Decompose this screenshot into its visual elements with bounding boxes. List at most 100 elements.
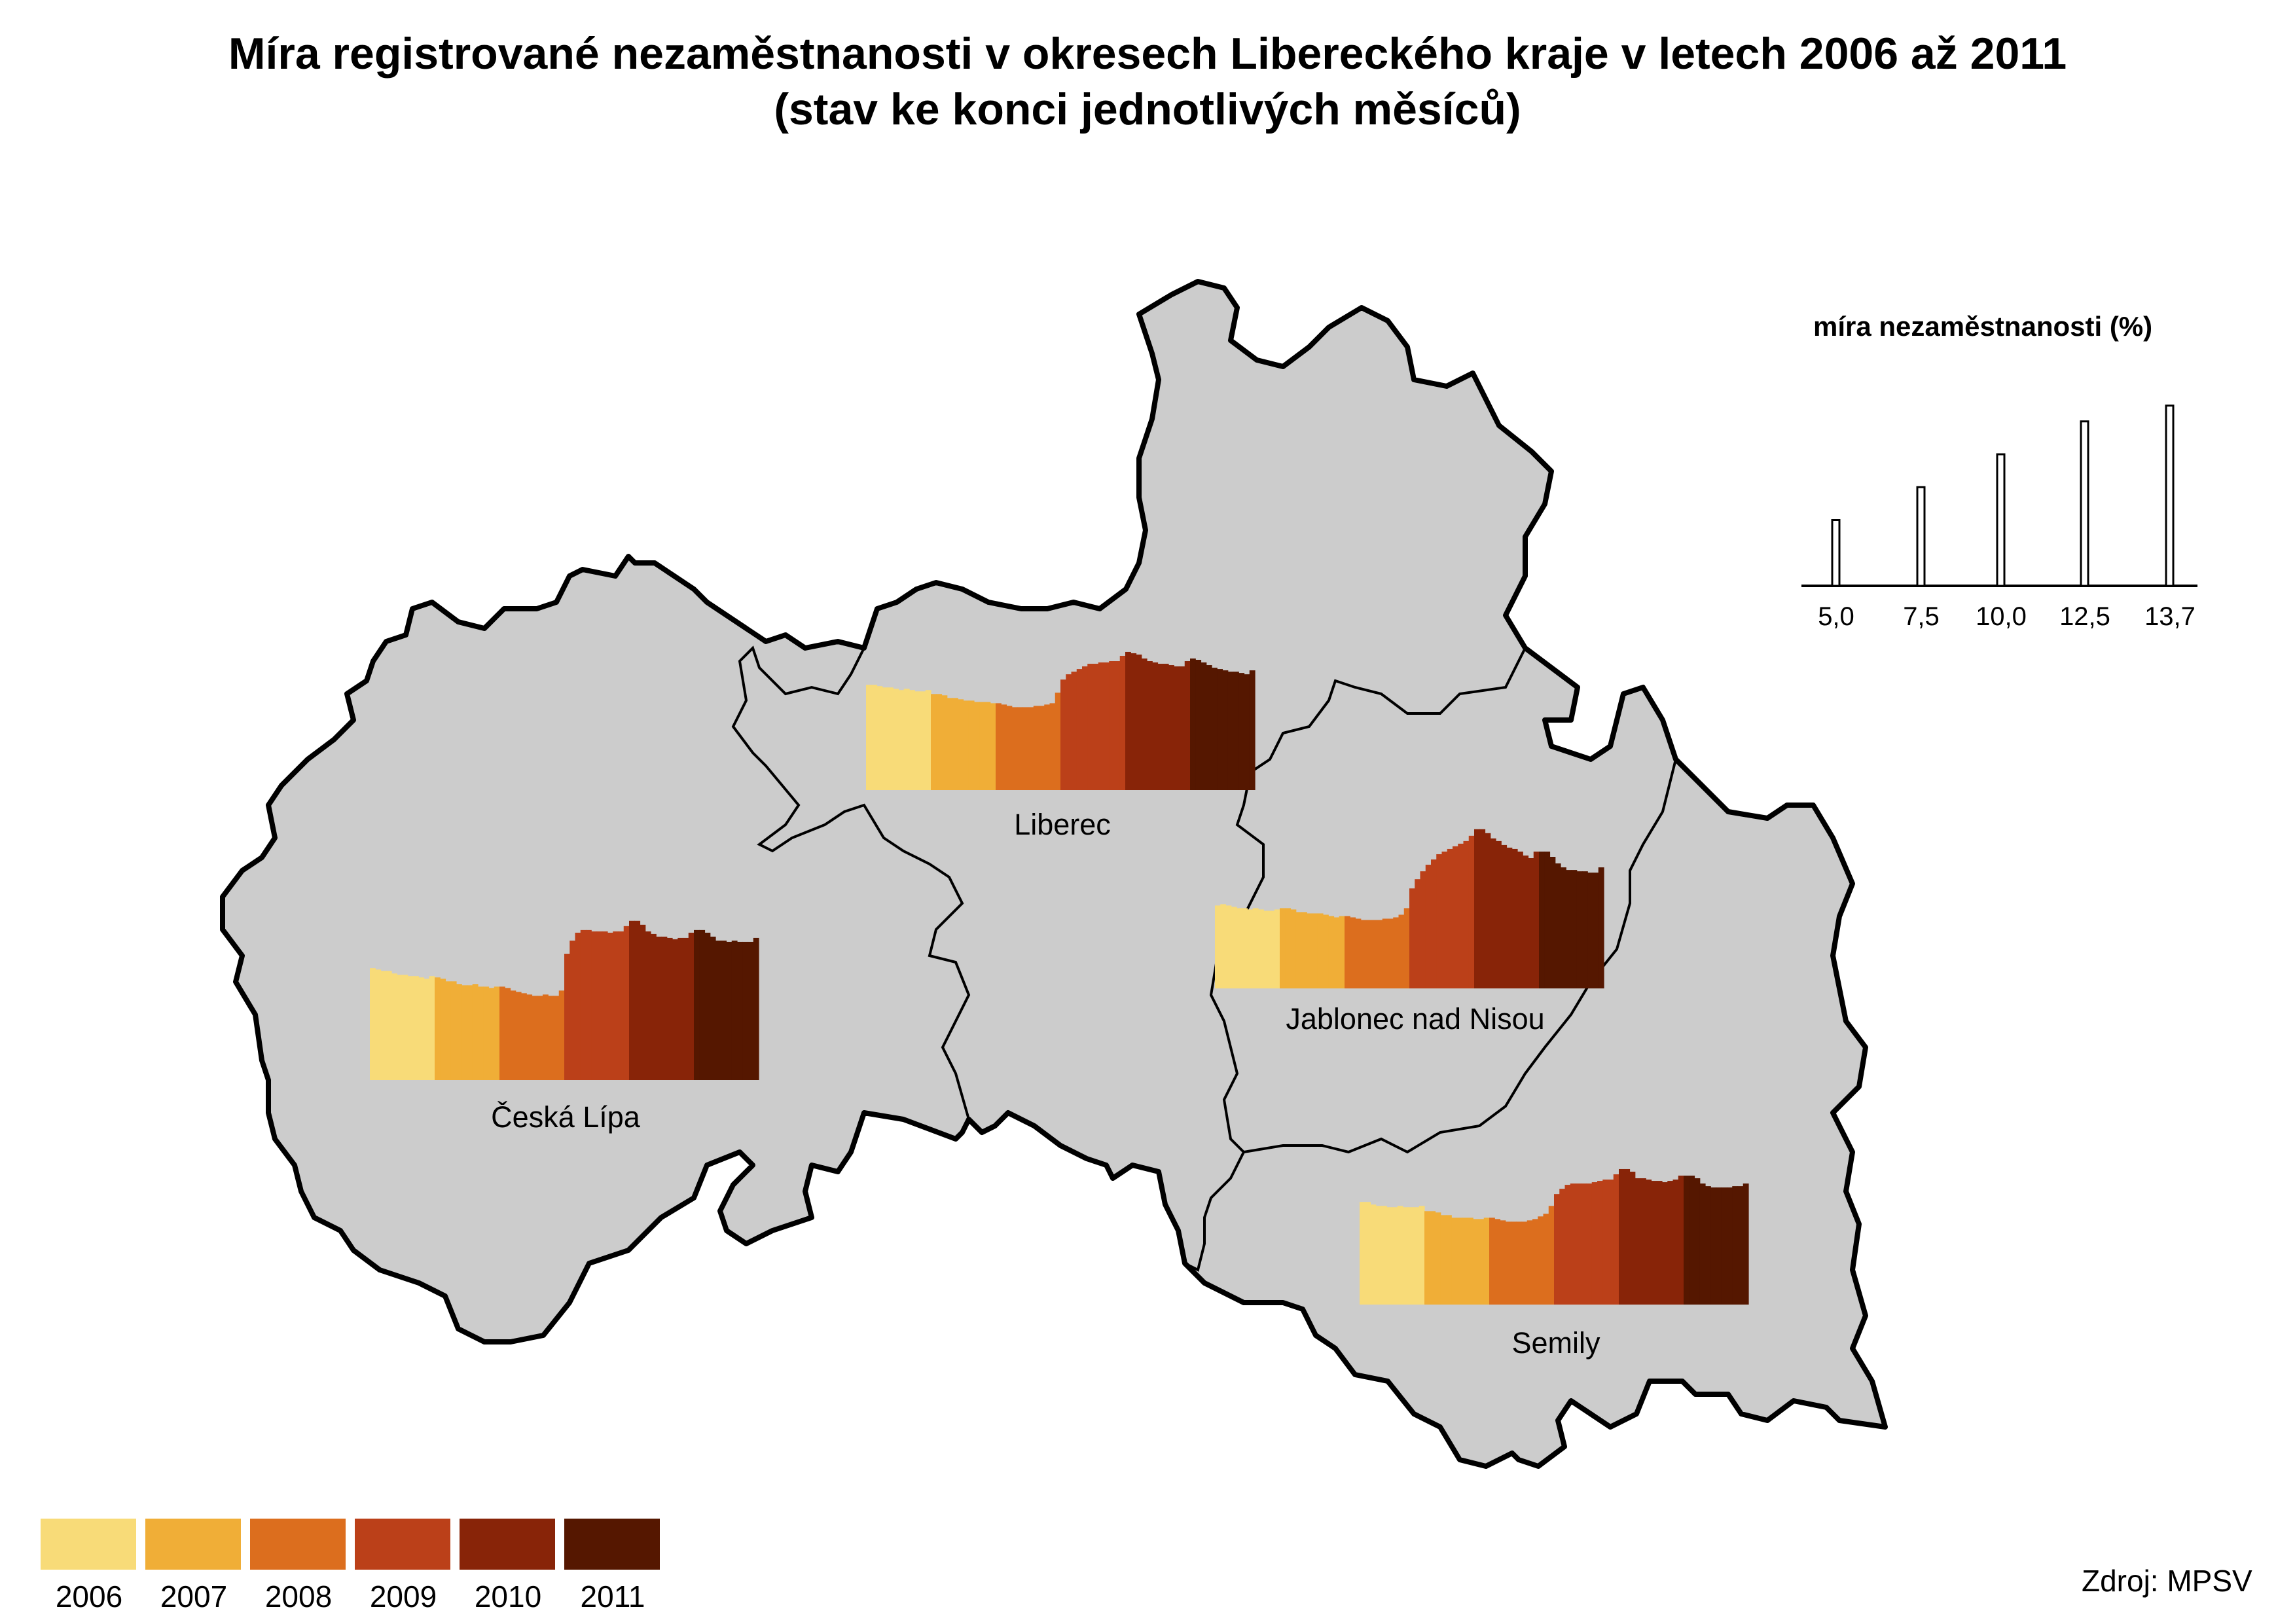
bar-2009-m5 xyxy=(1431,859,1437,988)
bar-2008-m4 xyxy=(515,992,522,1080)
bar-2007-m8 xyxy=(968,700,975,790)
bar-2010-m4 xyxy=(1490,838,1496,988)
legend-item-2010: 2010 xyxy=(460,1519,556,1614)
bar-2009-m1 xyxy=(1060,679,1066,790)
bar-2010-m10 xyxy=(678,937,684,1080)
bar-2007-m9 xyxy=(1468,1218,1473,1305)
bar-2010-m3 xyxy=(640,924,646,1080)
bar-2010-m10 xyxy=(1667,1181,1674,1305)
scale-tick-label: 7,5 xyxy=(1903,602,1940,631)
bar-2011-m4 xyxy=(710,936,716,1080)
bar-2006-m3 xyxy=(1225,905,1232,988)
bar-2006-m5 xyxy=(1381,1206,1387,1305)
district-chart-česká-lípa xyxy=(370,920,759,1080)
bar-2008-m8 xyxy=(1033,706,1039,790)
bar-2008-m3 xyxy=(1006,706,1013,790)
bar-2010-m3 xyxy=(1629,1171,1636,1305)
district-boundary-jablonec-semily xyxy=(1243,759,1677,1154)
bar-2011-m9 xyxy=(1582,871,1588,988)
bar-2011-m5 xyxy=(715,940,721,1080)
bar-2011-m8 xyxy=(731,940,738,1080)
bar-2008-m3 xyxy=(1355,918,1362,988)
bar-2006-m10 xyxy=(914,691,921,790)
bar-2007-m12 xyxy=(494,986,500,1080)
bar-2008-m3 xyxy=(510,990,516,1080)
bar-2009-m4 xyxy=(1425,865,1432,988)
bar-2008-m11 xyxy=(553,996,560,1080)
bar-2006-m3 xyxy=(1370,1204,1377,1305)
bar-2006-m9 xyxy=(413,976,419,1080)
bar-2009-m6 xyxy=(1436,854,1443,988)
bar-2007-m7 xyxy=(1312,913,1318,988)
bar-2006-m12 xyxy=(429,976,435,1080)
bar-2008-m12 xyxy=(1548,1206,1555,1305)
bar-2011-m8 xyxy=(1576,871,1583,988)
bar-2011-m11 xyxy=(1737,1186,1744,1305)
bar-2010-m11 xyxy=(683,937,689,1080)
bar-2006-m3 xyxy=(876,686,883,790)
district-label-ceska-lipa: Česká Lípa xyxy=(491,1100,641,1134)
bar-2009-m12 xyxy=(1468,835,1475,988)
legend-item-2007: 2007 xyxy=(145,1519,242,1614)
scale-bar-10,0 xyxy=(1996,453,2006,587)
legend-swatch xyxy=(145,1519,241,1570)
bar-2009-m7 xyxy=(1586,1183,1593,1305)
legend-item-2008: 2008 xyxy=(250,1519,347,1614)
bar-2008-m11 xyxy=(1543,1214,1549,1305)
bar-2007-m1 xyxy=(1424,1211,1430,1305)
bar-2009-m3 xyxy=(1071,672,1077,790)
bar-2010-m5 xyxy=(1496,840,1502,988)
bar-2006-m1 xyxy=(866,685,872,790)
bar-2007-m8 xyxy=(1317,913,1324,988)
bar-2006-m5 xyxy=(391,973,397,1080)
bar-2007-m6 xyxy=(461,985,468,1080)
bar-2010-m7 xyxy=(1651,1181,1657,1305)
bar-2010-m12 xyxy=(688,932,695,1080)
bar-2008-m12 xyxy=(1055,693,1061,790)
bar-2008-m12 xyxy=(1403,908,1410,988)
bar-2007-m1 xyxy=(931,694,937,790)
bar-2010-m1 xyxy=(629,920,635,1080)
source-note: Zdroj: MPSV xyxy=(2082,1564,2252,1598)
bar-2009-m12 xyxy=(1613,1174,1619,1305)
scale-tick-label: 5,0 xyxy=(1818,602,1854,631)
bar-2008-m1 xyxy=(1345,916,1350,988)
bar-2011-m8 xyxy=(1721,1187,1727,1305)
bar-2010-m6 xyxy=(656,936,662,1080)
bar-2008-m2 xyxy=(1350,917,1356,988)
bar-2007-m7 xyxy=(1456,1218,1463,1305)
bar-2007-m7 xyxy=(963,700,969,790)
bar-2010-m7 xyxy=(661,936,668,1080)
bar-2007-m3 xyxy=(1435,1212,1441,1305)
bar-2010-m8 xyxy=(1656,1181,1663,1305)
bar-2011-m10 xyxy=(742,941,749,1080)
legend-item-2009: 2009 xyxy=(355,1519,452,1614)
bar-2011-m5 xyxy=(1561,867,1566,988)
bar-2007-m5 xyxy=(1446,1215,1452,1305)
bar-2009-m8 xyxy=(1591,1182,1598,1305)
bar-2006-m1 xyxy=(1360,1202,1365,1305)
bar-2010-m8 xyxy=(1511,848,1518,988)
legend-swatch xyxy=(460,1519,555,1570)
bar-2009-m11 xyxy=(1463,840,1470,988)
scale-bar-5,0 xyxy=(1831,519,1841,587)
bar-2006-m2 xyxy=(1220,904,1227,988)
bar-2011-m1 xyxy=(1684,1176,1690,1305)
bar-2008-m2 xyxy=(1494,1219,1501,1305)
district-label-semily: Semily xyxy=(1511,1326,1600,1360)
bar-2007-m5 xyxy=(1301,912,1307,988)
bar-2008-m9 xyxy=(1532,1219,1538,1305)
bar-2009-m11 xyxy=(1114,661,1121,790)
bar-2010-m5 xyxy=(651,933,657,1080)
bar-2007-m10 xyxy=(483,986,490,1080)
bar-2006-m11 xyxy=(1269,911,1275,988)
bar-2007-m5 xyxy=(952,698,958,790)
bar-2006-m6 xyxy=(1242,908,1248,988)
bar-2010-m3 xyxy=(1136,654,1142,790)
bar-2009-m1 xyxy=(1554,1194,1560,1305)
bar-2011-m12 xyxy=(1249,670,1256,790)
bar-2009-m10 xyxy=(1458,843,1464,988)
bar-2011-m1 xyxy=(1539,851,1545,988)
bar-2009-m10 xyxy=(613,931,619,1080)
bar-2009-m11 xyxy=(618,931,624,1080)
